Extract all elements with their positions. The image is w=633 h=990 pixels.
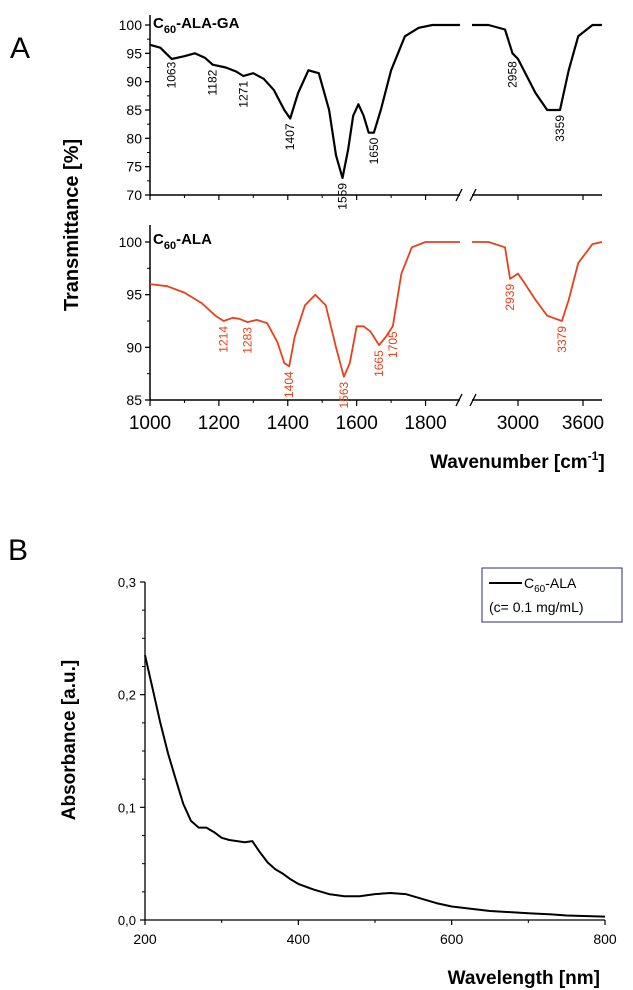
top-peak-label: 1063 [165, 61, 179, 88]
bottom-y-tick-label: 95 [126, 287, 142, 303]
panel-b-x-tick-label: 600 [440, 931, 464, 947]
x-tick-label: 1200 [198, 413, 240, 434]
legend-series-name: C60-ALA [524, 575, 577, 595]
x-tick-label: 1000 [129, 413, 171, 434]
top-peak-label: 1182 [206, 69, 220, 95]
bottom-peak-label: 1283 [240, 327, 254, 354]
panel-a-letter: A [10, 32, 30, 65]
panel-b-x-tick-label: 200 [133, 931, 157, 947]
top-peak-label: 1407 [283, 123, 297, 150]
bottom-spectrum-line [149, 241, 603, 378]
panel-a-x-tick-labels: 1000 1200 1400 1600 1800 3000 3600 [129, 195, 604, 434]
panel-b-xlabel: Wavelength [nm] [448, 968, 600, 989]
bottom-series-title: C60-ALA [153, 231, 212, 252]
panel-b-letter: B [8, 534, 28, 567]
panel-b-y-tick-label: 0,3 [118, 575, 136, 590]
bottom-y-tick-label: 100 [119, 234, 143, 250]
panel-b-y-tick-label: 0,0 [118, 913, 136, 928]
top-y-tick-label: 85 [126, 102, 142, 118]
x-tick-label: 1600 [336, 413, 378, 434]
top-y-tick-label: 95 [126, 45, 142, 61]
top-peak-label: 1559 [336, 183, 350, 210]
x-tick-label: 3000 [497, 413, 539, 434]
top-spectrum-line [149, 23, 602, 180]
bottom-peak-label: 1404 [282, 371, 296, 398]
axis-break-mark [455, 393, 463, 407]
top-y-tick-label: 90 [126, 74, 142, 90]
top-peak-label: 1271 [236, 81, 250, 108]
x-tick-label: 1400 [267, 413, 309, 434]
top-series-title: C60-ALA-GA [153, 15, 240, 36]
legend-note: (c= 0.1 mg/mL) [489, 599, 584, 615]
top-peak-label: 2958 [506, 61, 520, 88]
top-peak-label: 1650 [367, 137, 381, 164]
axis-break-mark [469, 188, 477, 202]
legend: C60-ALA (c= 0.1 mg/mL) [481, 567, 623, 623]
bottom-peak-label: 2939 [503, 284, 517, 311]
panel-b-x-tick-label: 800 [593, 931, 617, 947]
panel-b-y-tick-label: 0,2 [118, 688, 136, 703]
x-tick-label: 3600 [562, 413, 604, 434]
x-tick-label: 1800 [404, 413, 446, 434]
panel-b-axes: 0,0 0,1 0,2 0,3 200 400 600 800 [118, 575, 617, 947]
bottom-y-tick-label: 85 [126, 392, 142, 408]
panel-b-ylabel: Absorbance [a.u.] [59, 660, 80, 820]
top-peak-label: 3359 [553, 115, 567, 142]
bottom-peak-label: 1214 [217, 326, 231, 353]
panel-a-xlabel: Wavenumber [cm-1] [430, 449, 605, 473]
panel-b-y-tick-label: 0,1 [118, 800, 136, 815]
axis-break-mark [469, 393, 477, 407]
legend-box [481, 567, 623, 623]
panel-b-absorbance-line [144, 654, 606, 918]
panel-a-ylabel: Transmittance [%] [61, 139, 83, 311]
bottom-peak-label: 1563 [337, 382, 351, 409]
panel-b-x-tick-label: 400 [287, 931, 311, 947]
top-y-tick-label: 70 [126, 187, 142, 203]
bottom-peak-label: 1705 [386, 331, 400, 358]
top-y-tick-label: 100 [119, 17, 143, 33]
bottom-peak-label: 1665 [372, 350, 386, 377]
top-y-tick-label: 75 [126, 159, 142, 175]
panel-a-curves [149, 23, 603, 378]
top-y-tick-label: 80 [126, 130, 142, 146]
panel-a-axes: 70 75 80 85 90 95 100 85 90 95 100 [119, 15, 602, 408]
axis-break-mark [455, 188, 463, 202]
bottom-peak-label: 3379 [555, 326, 569, 353]
bottom-y-tick-label: 90 [126, 339, 142, 355]
panel-a-annotations: 1063 1182 1271 1407 1559 1650 2958 3359 1214 1283… [165, 61, 569, 409]
